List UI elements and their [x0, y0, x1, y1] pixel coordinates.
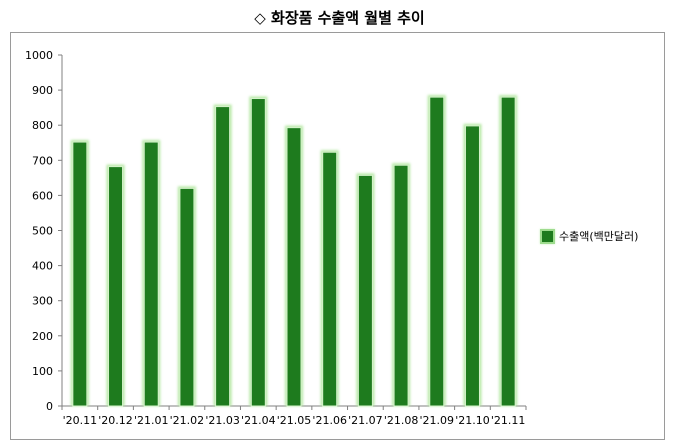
x-tick-label: '20.12	[98, 414, 133, 427]
bar	[464, 125, 480, 407]
y-tick-label: 300	[32, 295, 53, 308]
bar	[215, 106, 231, 407]
x-tick-label: '21.01	[134, 414, 169, 427]
bar	[322, 151, 338, 407]
bar	[357, 174, 373, 407]
legend-label: 수출액(백만달러)	[559, 230, 639, 243]
bar	[143, 141, 159, 407]
y-tick-label: 700	[32, 154, 53, 167]
y-tick-label: 900	[32, 84, 53, 97]
chart-title: ◇ 화장품 수출액 월별 추이	[254, 9, 425, 27]
y-tick-label: 100	[32, 365, 53, 378]
legend-swatch	[540, 228, 555, 244]
y-tick-label: 400	[32, 260, 53, 273]
y-tick-label: 800	[32, 119, 53, 132]
x-tick-label: '21.10	[455, 414, 490, 427]
x-tick-label: '21.04	[241, 414, 276, 427]
x-tick-label: '21.07	[348, 414, 383, 427]
bar	[72, 141, 88, 407]
x-tick-label: '21.03	[205, 414, 240, 427]
bar	[179, 187, 195, 407]
x-tick-label: '21.11	[491, 414, 526, 427]
legend: 수출액(백만달러)	[540, 228, 638, 244]
x-tick-label: '21.06	[312, 414, 347, 427]
y-tick-label: 500	[32, 225, 53, 238]
y-tick-label: 0	[46, 400, 53, 413]
y-tick-label: 1000	[25, 49, 53, 62]
x-tick-label: '21.02	[170, 414, 205, 427]
x-tick-label: '21.05	[277, 414, 312, 427]
x-tick-label: '21.09	[420, 414, 455, 427]
x-tick-label: '20.11	[63, 414, 98, 427]
bar	[500, 96, 516, 407]
bar	[108, 166, 124, 407]
bar	[393, 164, 409, 407]
bar	[250, 98, 266, 407]
x-tick-label: '21.08	[384, 414, 419, 427]
y-tick-label: 200	[32, 330, 53, 343]
bar	[286, 127, 302, 407]
bar	[429, 96, 445, 407]
y-tick-label: 600	[32, 189, 53, 202]
